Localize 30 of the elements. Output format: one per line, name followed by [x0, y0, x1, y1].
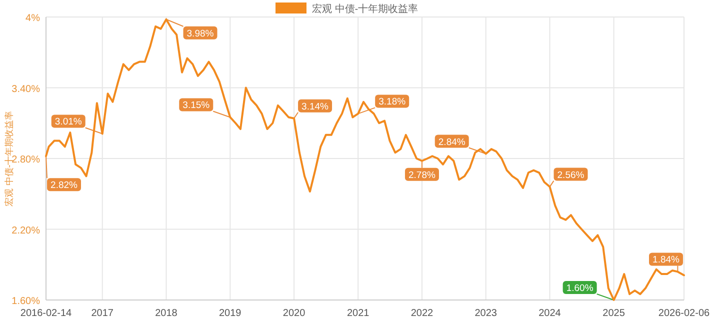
x-tick-label: 2021: [346, 308, 370, 319]
line-series: [45, 18, 685, 301]
x-tick-label: 2020: [282, 308, 306, 319]
x-tick-label: 2018: [155, 308, 178, 319]
legend-label: 宏观 中债-十年期收益率: [312, 3, 418, 15]
annotation: 3.01%: [54, 116, 82, 128]
annotation: 1.60%: [566, 283, 594, 294]
x-tick-label: 2023: [474, 308, 498, 319]
y-tick-label: 3.40%: [12, 84, 40, 95]
y-tick-label: 4%: [26, 13, 40, 24]
y-tick-label: 2.20%: [12, 225, 40, 236]
annotation: 3.14%: [302, 101, 330, 112]
annotation: 2.78%: [408, 170, 436, 181]
x-tick-label: 2019: [219, 308, 242, 319]
annotation: 3.98%: [186, 28, 214, 40]
x-tick-label: 2026-02-06: [658, 308, 710, 319]
annotation: 1.84%: [652, 254, 680, 266]
x-tick-label: 2022: [410, 308, 434, 319]
annotation: 3.18%: [378, 96, 406, 108]
y-tick-label: 1.60%: [12, 296, 40, 307]
y-tick-label: 2.80%: [12, 154, 40, 166]
annotation: 2.82%: [50, 180, 78, 192]
annotation: 3.15%: [182, 100, 210, 112]
x-tick-label: 2024: [538, 308, 562, 319]
annotation: 2.56%: [557, 170, 585, 181]
x-tick-label: 2017: [91, 308, 114, 319]
x-tick-label: 2016-02-14: [20, 308, 72, 319]
annotation: 2.84%: [438, 136, 466, 148]
x-tick-label: 2025: [602, 308, 626, 319]
y-axis-title: 宏观 中债-十年期收益率: [4, 110, 14, 206]
